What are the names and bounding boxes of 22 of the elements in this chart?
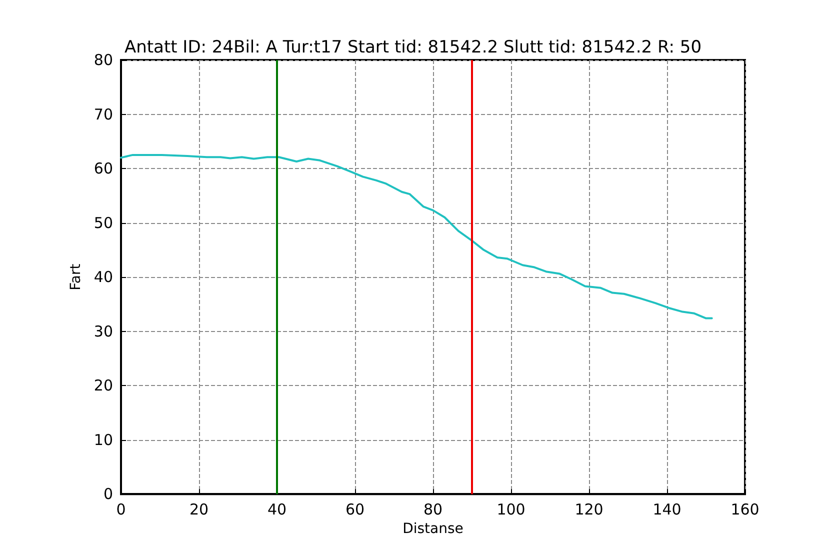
y-tick-label: 50 (94, 214, 113, 232)
x-tick-label: 40 (267, 500, 287, 519)
y-tick-label: 0 (103, 485, 113, 504)
x-tick-label: 0 (116, 500, 126, 519)
chart-title: Antatt ID: 24Bil: A Tur:t17 Start tid: 81542.2 Slutt tid: 81542.2 R: 50 (124, 38, 702, 58)
y-tick-label: 80 (94, 51, 113, 69)
y-tick-label: 70 (94, 105, 113, 124)
x-tick-label: 60 (345, 500, 365, 519)
y-axis-title: Fart (68, 263, 84, 290)
line-series (120, 154, 713, 320)
y-tick-label: 40 (94, 268, 113, 286)
x-tick-label: 120 (574, 500, 604, 519)
x-tick-label: 140 (652, 500, 682, 519)
y-tick-label: 60 (94, 160, 113, 178)
x-tick-label: 160 (730, 500, 760, 519)
x-tick-label: 80 (423, 500, 443, 519)
x-tick-label: 100 (496, 500, 526, 519)
y-tick-label: 10 (94, 430, 113, 449)
y-tick-label: 30 (94, 322, 113, 340)
x-tick-label: 20 (189, 500, 209, 519)
y-tick-label: 20 (94, 376, 113, 395)
x-axis-title: Distanse (402, 521, 464, 537)
